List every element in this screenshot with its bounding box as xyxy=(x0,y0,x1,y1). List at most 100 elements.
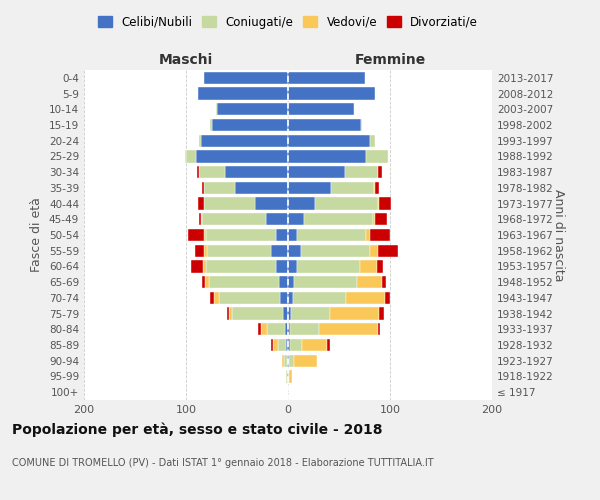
Bar xyxy=(287,370,288,382)
Bar xyxy=(186,150,196,162)
Bar xyxy=(203,260,206,272)
Bar xyxy=(225,166,288,178)
Bar xyxy=(205,229,206,241)
Text: Popolazione per età, sesso e stato civile - 2018: Popolazione per età, sesso e stato civil… xyxy=(12,422,383,437)
Bar xyxy=(206,260,276,272)
Bar xyxy=(288,103,354,116)
Bar xyxy=(288,260,297,272)
Bar xyxy=(345,166,378,178)
Bar xyxy=(370,244,378,257)
Bar xyxy=(294,276,358,288)
Bar xyxy=(199,213,202,226)
Bar xyxy=(286,370,287,382)
Bar xyxy=(288,88,374,100)
Bar xyxy=(288,229,297,241)
Bar xyxy=(361,119,362,131)
Bar xyxy=(290,323,319,336)
Bar xyxy=(235,182,288,194)
Bar xyxy=(365,229,370,241)
Bar xyxy=(365,150,388,162)
Bar xyxy=(331,182,374,194)
Bar xyxy=(314,198,378,209)
Bar xyxy=(205,182,235,194)
Bar xyxy=(271,244,288,257)
Bar xyxy=(288,370,289,382)
Bar xyxy=(291,308,330,320)
Bar xyxy=(373,213,374,226)
Bar xyxy=(259,323,262,336)
Bar xyxy=(286,339,288,351)
Bar xyxy=(279,276,288,288)
Bar xyxy=(206,229,276,241)
Bar xyxy=(288,308,291,320)
Bar xyxy=(188,229,205,241)
Bar xyxy=(262,323,266,336)
Bar xyxy=(256,198,288,209)
Bar xyxy=(211,292,214,304)
Bar xyxy=(288,323,290,336)
Bar xyxy=(297,229,365,241)
Bar xyxy=(198,88,288,100)
Bar xyxy=(266,323,285,336)
Bar xyxy=(196,150,288,162)
Bar xyxy=(185,150,186,162)
Bar xyxy=(302,339,327,351)
Bar xyxy=(379,198,391,209)
Legend: Celibi/Nubili, Coniugati/e, Vedovi/e, Divorziati/e: Celibi/Nubili, Coniugati/e, Vedovi/e, Di… xyxy=(93,11,483,34)
Bar xyxy=(208,244,271,257)
Bar xyxy=(202,182,205,194)
Bar xyxy=(199,166,225,178)
Bar xyxy=(276,260,288,272)
Bar xyxy=(358,276,382,288)
Bar xyxy=(215,103,217,116)
Bar xyxy=(209,276,279,288)
Bar xyxy=(195,244,205,257)
Bar xyxy=(205,244,208,257)
Bar xyxy=(370,134,374,147)
Bar xyxy=(379,308,384,320)
Bar xyxy=(288,166,345,178)
Bar xyxy=(319,323,378,336)
Y-axis label: Fasce di età: Fasce di età xyxy=(31,198,43,272)
Bar xyxy=(211,119,212,131)
Bar xyxy=(377,260,383,272)
Bar xyxy=(288,182,331,194)
Bar xyxy=(290,339,302,351)
Bar xyxy=(288,72,365,84)
Bar xyxy=(205,276,209,288)
Bar xyxy=(288,198,314,209)
Bar xyxy=(374,213,387,226)
Y-axis label: Anni di nascita: Anni di nascita xyxy=(552,188,565,281)
Bar xyxy=(288,276,294,288)
Bar xyxy=(278,339,286,351)
Bar xyxy=(385,292,390,304)
Bar xyxy=(361,260,377,272)
Bar xyxy=(297,260,361,272)
Bar xyxy=(293,292,346,304)
Bar xyxy=(202,134,288,147)
Bar xyxy=(212,119,288,131)
Bar xyxy=(288,292,293,304)
Bar xyxy=(378,244,398,257)
Text: COMUNE DI TROMELLO (PV) - Dati ISTAT 1° gennaio 2018 - Elaborazione TUTTITALIA.I: COMUNE DI TROMELLO (PV) - Dati ISTAT 1° … xyxy=(12,458,434,468)
Bar xyxy=(346,292,385,304)
Bar xyxy=(288,134,370,147)
Bar xyxy=(202,213,266,226)
Bar xyxy=(205,198,256,209)
Bar xyxy=(288,354,289,367)
Bar xyxy=(287,354,288,367)
Bar xyxy=(288,213,304,226)
Bar xyxy=(199,134,202,147)
Bar xyxy=(327,339,330,351)
Bar xyxy=(276,229,288,241)
Bar xyxy=(280,292,288,304)
Bar xyxy=(283,308,288,320)
Bar xyxy=(289,370,292,382)
Bar xyxy=(382,276,386,288)
Bar xyxy=(191,260,203,272)
Bar xyxy=(272,339,278,351)
Bar xyxy=(202,276,205,288)
Bar xyxy=(304,213,373,226)
Bar xyxy=(294,354,317,367)
Bar xyxy=(197,166,199,178)
